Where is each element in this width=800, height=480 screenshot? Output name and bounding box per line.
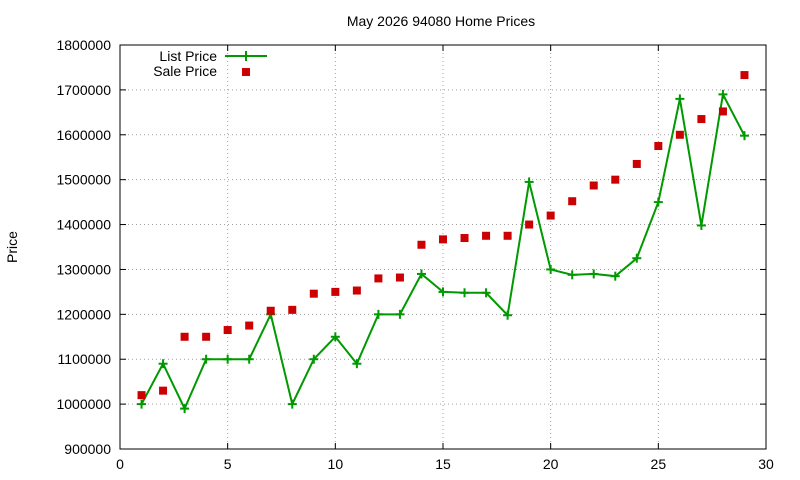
data-point-sale-price <box>654 142 663 150</box>
data-point-list-price <box>610 271 620 281</box>
y-tick-label: 1300000 <box>56 261 111 277</box>
data-point-sale-price <box>611 175 620 184</box>
data-point-sale-price <box>137 391 146 400</box>
data-point-sale-price <box>632 159 641 168</box>
data-point-sale-price <box>159 386 168 395</box>
x-tick-label: 20 <box>543 456 559 472</box>
data-point-list-price <box>309 354 319 364</box>
data-point-sale-price <box>439 235 447 244</box>
data-point-sale-price <box>740 71 749 80</box>
data-point-sale-price <box>525 220 534 229</box>
data-point-list-price <box>546 264 556 274</box>
ticks: 900000 1000000 1100000 1200000 1300000 140000… <box>56 37 774 472</box>
data-point-sale-price <box>395 273 404 282</box>
data-point-sale-price <box>697 115 706 124</box>
grid <box>120 45 766 449</box>
data-point-sale-price <box>503 231 512 240</box>
y-tick-label: 1700000 <box>56 82 111 98</box>
data-point-sale-price <box>202 332 211 341</box>
data-point-list-price <box>589 269 599 279</box>
data-point-list-price <box>653 197 663 207</box>
data-point-list-price <box>481 288 491 298</box>
data-point-list-price <box>416 269 426 279</box>
data-point-list-price <box>180 404 190 414</box>
data-point-list-price <box>373 309 383 319</box>
x-tick-label: 0 <box>116 456 124 472</box>
data-point-list-price <box>438 287 448 297</box>
data-point-sale-price <box>589 181 598 190</box>
data-point-sale-price <box>245 321 254 330</box>
data-point-list-price <box>201 354 211 364</box>
data-point-list-price <box>223 354 233 364</box>
x-tick-label: 10 <box>328 456 344 472</box>
y-tick-label: 900000 <box>64 441 111 457</box>
data-point-list-price <box>739 131 749 141</box>
data-point-sale-price <box>482 231 491 240</box>
data-point-list-price <box>352 359 362 369</box>
data-point-sale-price <box>288 305 297 314</box>
data-point-sale-price <box>331 287 340 296</box>
data-point-sale-price <box>417 240 426 249</box>
y-tick-label: 1600000 <box>56 127 111 143</box>
data-point-list-price <box>718 89 728 99</box>
legend-marker-sale-price <box>242 68 250 76</box>
legend-label-sale-price: Sale Price <box>153 63 217 79</box>
data-point-sale-price <box>266 306 275 315</box>
series <box>137 71 749 414</box>
data-point-list-price <box>244 354 254 364</box>
y-tick-label: 1800000 <box>56 37 111 53</box>
data-point-list-price <box>158 359 168 369</box>
y-tick-label: 1100000 <box>58 351 112 367</box>
chart-title: May 2026 94080 Home Prices <box>347 13 535 29</box>
data-point-sale-price <box>675 130 684 139</box>
data-point-sale-price <box>718 107 727 116</box>
y-tick-label: 1000000 <box>56 396 111 412</box>
data-point-list-price <box>137 399 147 409</box>
data-point-sale-price <box>546 211 555 220</box>
legend-marker-list-price <box>241 51 251 61</box>
legend: List Price Sale Price <box>153 48 267 79</box>
data-point-list-price <box>696 220 706 230</box>
data-point-list-price <box>287 399 297 409</box>
y-tick-label: 1400000 <box>56 217 111 233</box>
data-point-sale-price <box>180 332 189 341</box>
data-point-list-price <box>460 288 470 298</box>
legend-label-list-price: List Price <box>159 48 217 64</box>
data-point-list-price <box>503 310 513 320</box>
x-tick-label: 15 <box>435 456 451 472</box>
data-point-list-price <box>567 270 577 280</box>
data-point-list-price <box>524 177 534 187</box>
data-point-list-price <box>330 332 340 342</box>
data-point-sale-price <box>352 286 361 295</box>
plot-frame <box>119 44 767 450</box>
data-point-sale-price <box>374 274 383 283</box>
x-tick-label: 30 <box>758 456 774 472</box>
x-tick-label: 25 <box>651 456 667 472</box>
data-point-list-price <box>395 309 405 319</box>
y-tick-label: 1200000 <box>56 306 111 322</box>
data-point-sale-price <box>460 234 469 243</box>
data-point-sale-price <box>568 197 577 206</box>
data-point-list-price <box>632 253 642 263</box>
y-axis-label: Price <box>4 231 20 263</box>
y-tick-label: 1500000 <box>56 172 111 188</box>
data-point-list-price <box>675 94 685 104</box>
x-tick-label: 5 <box>224 456 232 472</box>
data-point-sale-price <box>223 326 232 335</box>
data-point-sale-price <box>309 289 318 298</box>
